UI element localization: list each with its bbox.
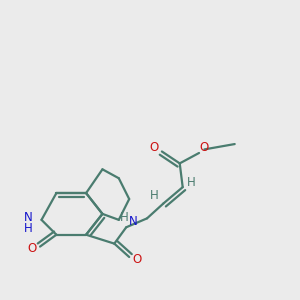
Text: H: H bbox=[187, 176, 196, 189]
Text: O: O bbox=[149, 140, 158, 154]
Text: O: O bbox=[27, 242, 36, 255]
Text: N: N bbox=[129, 215, 138, 228]
Text: N: N bbox=[24, 211, 32, 224]
Text: O: O bbox=[132, 253, 141, 266]
Text: H: H bbox=[150, 189, 159, 202]
Text: O: O bbox=[200, 141, 209, 154]
Text: H: H bbox=[24, 222, 32, 235]
Text: H: H bbox=[119, 211, 128, 224]
